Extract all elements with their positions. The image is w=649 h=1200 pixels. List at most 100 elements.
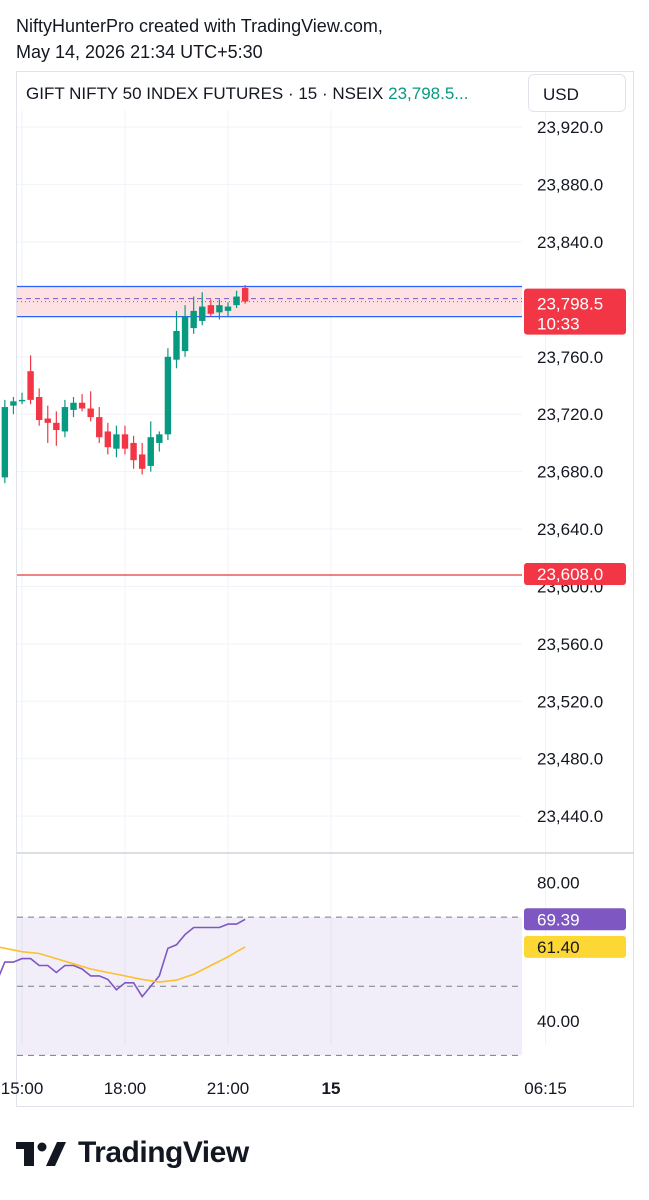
candle-body [241,287,249,302]
candle-body [61,407,69,432]
candle-body [70,402,77,410]
tradingview-wordmark: TradingView [78,1136,249,1169]
candle-body [87,408,94,418]
symbol-last-price: 23,798.5... [388,84,469,103]
price-tick-label: 23,440.0 [537,807,603,826]
candle [104,422,112,455]
candles [1,285,249,484]
candle [96,407,103,443]
rsi-ma-value-badge: 61.40 [524,935,626,958]
candle-body [1,407,9,478]
time-tick-label: 15 [322,1079,341,1098]
price-tick-label: 23,560.0 [537,635,603,654]
candle-body [224,306,232,311]
rsi-ma-value-badge-bg [524,935,626,958]
candle [35,388,43,426]
rsi-tick-label: 40.00 [537,1012,580,1031]
level-price-badge-bg [524,562,626,585]
last-price-badge: 23,798.510:33 [524,288,626,335]
chart-author-line: NiftyHunterPro created with TradingView.… [16,16,383,36]
candle-body [10,401,17,406]
rsi-value-badge-text: 69.39 [537,910,580,929]
time-axis: 15:00 18:00 21:00 15 06:15 [1,1079,567,1098]
currency-button[interactable]: USD [528,74,626,112]
price-tick-label: 23,840.0 [537,233,603,252]
chart-frame [16,71,634,1107]
rsi-ma-line [0,946,246,983]
candle-body [18,399,26,402]
last-price-badge-bg [524,288,626,335]
candle [53,411,60,446]
level-price-badge: 23,608.0 [524,562,626,585]
candle-body [164,356,172,435]
candle [181,305,189,357]
candle [241,285,249,304]
candle [61,399,69,438]
time-tick-label: 06:15 [524,1079,567,1098]
rsi-ma-value-badge-text: 61.40 [537,938,580,957]
price-tick-label: 23,680.0 [537,463,603,482]
candle-body [173,330,180,360]
candle-body [113,434,120,449]
candle [78,394,86,412]
candle [233,290,240,309]
candle-body [104,431,112,448]
candle-body [233,296,240,306]
rsi-value-badge: 69.39 [524,908,626,931]
candle-body [138,454,146,469]
candle-body [96,417,103,438]
candle [70,397,77,418]
candle [121,425,129,455]
candle [1,399,9,484]
candle [224,302,232,317]
chart-timestamp: May 14, 2026 21:34 UTC+5:30 [16,42,263,62]
price-tick-label: 23,480.0 [537,750,603,769]
candle [113,425,120,458]
rsi-pane [0,916,522,1056]
candle [27,355,34,405]
rsi-value-badge-bg [524,908,626,931]
price-badges: 23,798.510:33 23,608.0 69.39 61.40 [524,288,626,958]
candle-body [156,434,163,443]
symbol-legend[interactable]: GIFT NIFTY 50 INDEX FUTURES · 15 · NSEIX… [26,84,468,104]
candle-body [130,442,137,461]
candle-body [216,305,223,313]
price-tick-label: 23,520.0 [537,692,603,711]
candle-body [53,422,60,431]
candle-body [207,305,215,314]
candle-body [44,418,51,423]
grid [17,110,634,1045]
candle [44,405,51,443]
symbol-title: GIFT NIFTY 50 INDEX FUTURES · 15 · NSEIX [26,84,384,103]
candle-body [199,306,206,321]
candle-body [78,402,86,409]
candle [18,392,26,405]
rsi-tick-label: 80.00 [537,874,580,893]
time-tick-label: 15:00 [1,1079,44,1098]
candle-body [190,310,197,329]
candle [10,397,17,415]
candle-body [35,397,43,420]
price-tick-label: 23,640.0 [537,520,603,539]
candle [173,310,180,369]
candle [216,299,223,320]
rsi-line [0,918,246,998]
candle-body [147,437,154,466]
candle [156,431,163,452]
candle [147,421,154,472]
last-price-badge-countdown: 10:33 [537,315,580,334]
candle [87,391,94,422]
price-tick-label: 23,720.0 [537,405,603,424]
price-zone [17,285,522,318]
candle [164,348,172,441]
last-price-badge-text: 23,798.5 [537,295,603,314]
candle [138,442,146,475]
candle-body [121,434,129,449]
price-tick-label: 23,920.0 [537,118,603,137]
price-tick-label: 23,880.0 [537,176,603,195]
time-tick-label: 18:00 [104,1079,147,1098]
candle [199,292,206,326]
price-tick-label: 23,760.0 [537,348,603,367]
tradingview-logo-icon [16,1142,66,1166]
